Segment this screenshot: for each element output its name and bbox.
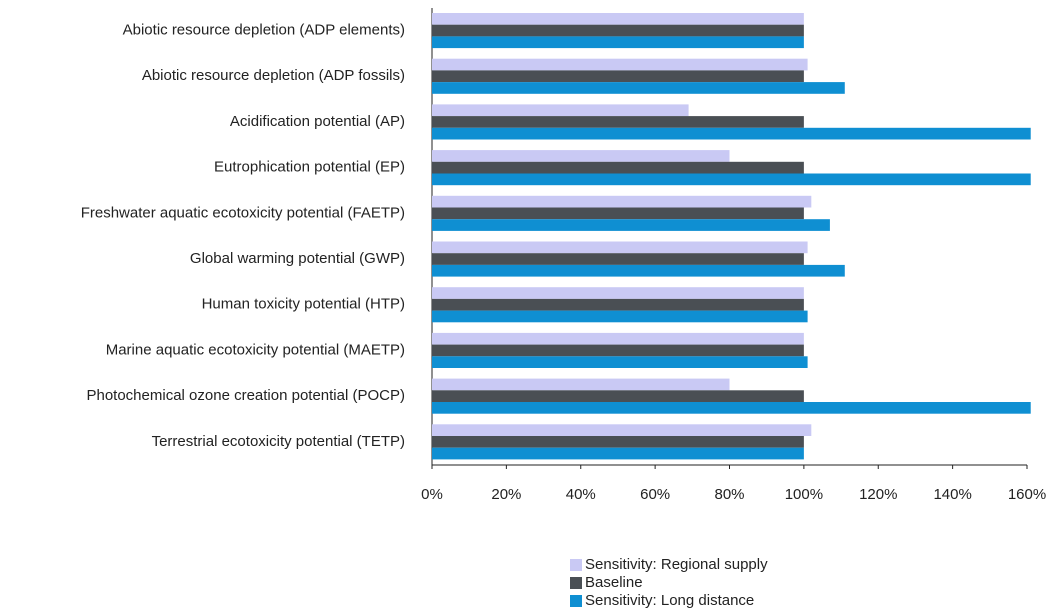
x-tick-label: 80% [714, 486, 744, 503]
bar [432, 356, 808, 368]
bar [432, 402, 1031, 414]
x-tick-label: 140% [933, 486, 971, 503]
y-tick-label: Terrestrial ecotoxicity potential (TETP) [152, 433, 405, 450]
y-tick-label: Human toxicity potential (HTP) [202, 296, 405, 313]
y-tick-label: Freshwater aquatic ecotoxicity potential… [81, 204, 405, 221]
x-tick-label: 40% [566, 486, 596, 503]
y-tick-label: Photochemical ozone creation potential (… [86, 387, 405, 404]
bar [432, 264, 845, 277]
bar [432, 70, 804, 83]
bar [432, 127, 1031, 140]
x-tick-label: 0% [421, 486, 443, 503]
legend-swatch [570, 577, 582, 589]
bar [432, 195, 812, 208]
bar [432, 310, 808, 323]
bar [432, 161, 804, 174]
bar [432, 241, 808, 254]
y-tick-label: Marine aquatic ecotoxicity potential (MA… [106, 341, 405, 358]
bar [432, 447, 804, 460]
bar [432, 344, 804, 357]
legend-label: Sensitivity: Long distance [585, 592, 754, 609]
x-tick-label: 120% [859, 486, 897, 503]
y-tick-label: Abiotic resource depletion (ADP elements… [123, 22, 405, 39]
bar [432, 150, 730, 162]
x-tick-label: 20% [491, 486, 521, 503]
bar [432, 253, 804, 265]
y-tick-label: Abiotic resource depletion (ADP fossils) [142, 67, 405, 84]
bar [432, 390, 804, 402]
y-tick-label: Eutrophication potential (EP) [214, 159, 405, 176]
bar [432, 436, 804, 448]
bar [432, 24, 804, 37]
bar [432, 207, 804, 220]
bar [432, 298, 804, 311]
bar [432, 116, 804, 128]
y-tick-label: Global warming potential (GWP) [190, 250, 405, 267]
legend-swatch [570, 595, 582, 607]
bar [432, 173, 1031, 186]
bar [432, 58, 808, 71]
bar [432, 219, 830, 231]
x-tick-label: 100% [785, 486, 823, 503]
y-tick-label: Acidification potential (AP) [230, 113, 405, 130]
bar [432, 104, 689, 117]
x-tick-label: 160% [1008, 486, 1046, 503]
legend-label: Sensitivity: Regional supply [585, 556, 768, 573]
legend-swatch [570, 559, 582, 571]
x-tick-label: 60% [640, 486, 670, 503]
bar [432, 36, 804, 49]
bar [432, 13, 804, 25]
bar [432, 82, 845, 94]
bar [432, 332, 804, 345]
bar [432, 378, 730, 391]
bar [432, 424, 812, 436]
bar [432, 287, 804, 299]
legend-label: Baseline [585, 574, 643, 591]
